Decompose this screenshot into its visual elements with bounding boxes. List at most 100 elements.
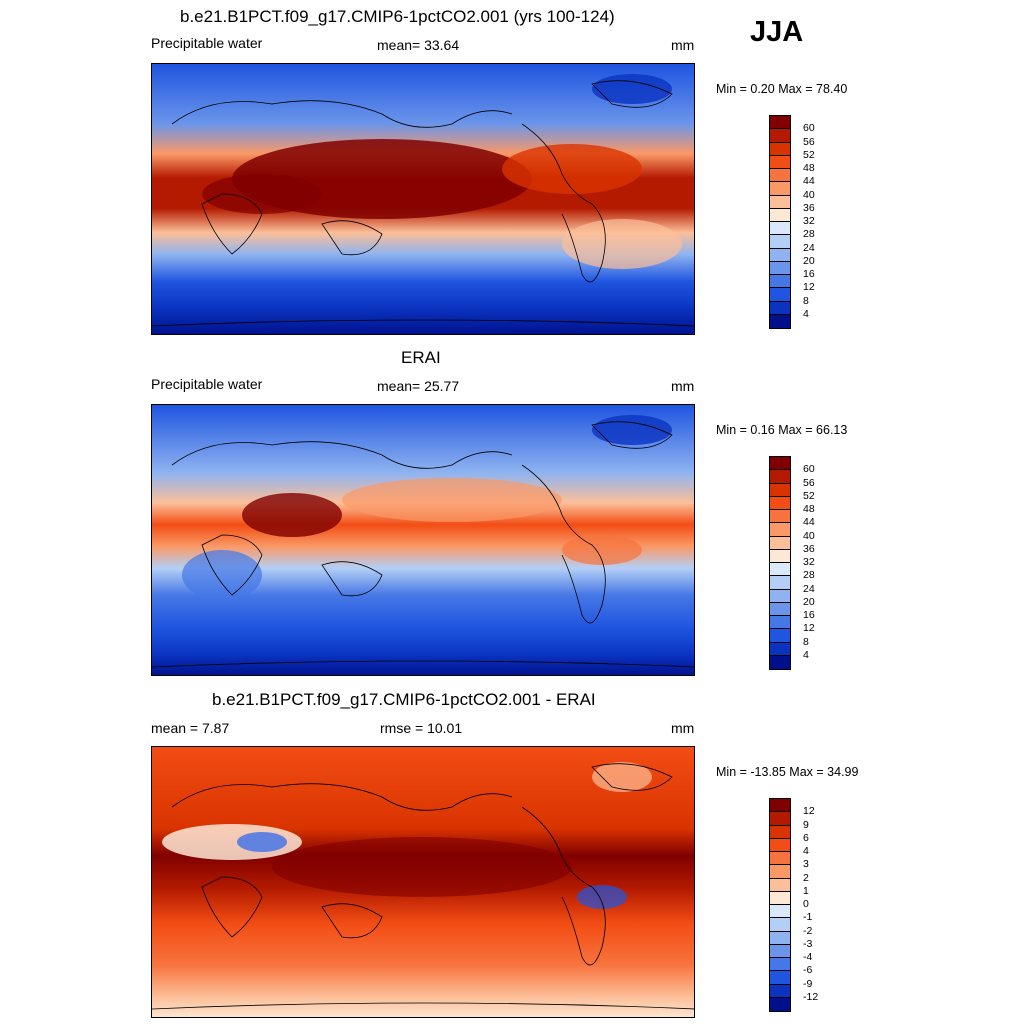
- panel-1-mean-label: mean= 33.64: [377, 37, 460, 53]
- panel-3-colorbar-swatch: [770, 878, 790, 892]
- colorbar-tick-label: 6: [803, 831, 809, 844]
- colorbar-tick-label: 44: [803, 175, 815, 188]
- panel-1-colorbar-swatch: [770, 129, 790, 143]
- panel-2-colorbar-swatch: [770, 655, 790, 669]
- panel-1-colorbar-swatch: [770, 222, 790, 236]
- panel-3-colorbar-swatch: [770, 931, 790, 945]
- panel-3-colorbar-swatch: [770, 958, 790, 972]
- panel-1-colorbar-swatch: [770, 235, 790, 249]
- colorbar-tick-label: 0: [803, 898, 809, 910]
- panel-1-colorbar-swatch: [770, 195, 790, 209]
- colorbar-tick-label: 4: [803, 845, 809, 857]
- colorbar-tick-label: -12: [803, 990, 819, 1003]
- colorbar-tick-label: 40: [803, 188, 815, 201]
- panel-3-colorbar-swatch: [770, 799, 790, 813]
- panel-3-mean-label: mean = 7.87: [151, 720, 230, 736]
- panel-2-colorbar-swatch: [770, 483, 790, 497]
- panel-3-colorbar-swatch: [770, 944, 790, 958]
- panel-1-minmax: Min = 0.20 Max = 78.40: [716, 82, 848, 96]
- panel-2-colorbar-swatch: [770, 616, 790, 630]
- colorbar-tick-label: 32: [803, 215, 815, 227]
- colorbar-tick-label: -1: [803, 911, 813, 924]
- panel-2-map: [151, 404, 695, 676]
- colorbar-tick-label: 48: [803, 162, 815, 174]
- colorbar-tick-label: 56: [803, 135, 815, 148]
- panel-1-colorbar-swatch: [770, 208, 790, 222]
- panel-2-colorbar-swatch: [770, 549, 790, 563]
- colorbar-tick-label: 60: [803, 463, 815, 476]
- panel-3-colorbar-swatch: [770, 918, 790, 932]
- panel-2-colorbar-swatch: [770, 523, 790, 537]
- colorbar-tick-label: -4: [803, 951, 813, 963]
- colorbar-tick-label: 20: [803, 595, 815, 608]
- panel-1-colorbar-swatch: [770, 275, 790, 289]
- colorbar-tick-label: 20: [803, 254, 815, 267]
- colorbar-tick-label: 12: [803, 281, 815, 294]
- panel-3-colorbar-swatch: [770, 971, 790, 985]
- colorbar-tick-label: 24: [803, 582, 815, 595]
- colorbar-tick-label: 2: [803, 871, 809, 884]
- panel-3-colorbar-swatch: [770, 825, 790, 839]
- panel-2-units: mm: [671, 378, 695, 394]
- panel-2-colorbar-swatch: [770, 536, 790, 550]
- colorbar-tick-label: 36: [803, 201, 815, 214]
- panel-1-colorbar-swatch: [770, 314, 790, 328]
- panel-3-colorbar-swatch: [770, 984, 790, 998]
- panel-1-colorbar-swatch: [770, 301, 790, 315]
- panel-3-colorbar-swatch: [770, 905, 790, 919]
- panel-3-colorbar-swatch: [770, 997, 790, 1011]
- panel-1-title: b.e21.B1PCT.f09_g17.CMIP6-1pctCO2.001 (y…: [180, 7, 615, 26]
- colorbar-tick-label: 52: [803, 489, 815, 502]
- panel-2-minmax: Min = 0.16 Max = 66.13: [716, 423, 848, 437]
- panel-2-colorbar-swatch: [770, 642, 790, 656]
- colorbar-tick-label: 28: [803, 569, 815, 582]
- colorbar-tick-label: 48: [803, 503, 815, 515]
- panel-1-colorbar-swatch: [770, 248, 790, 262]
- panel-2-mean-label: mean= 25.77: [377, 378, 460, 394]
- colorbar-tick-label: 8: [803, 294, 809, 307]
- panel-1-colorbar-swatch: [770, 142, 790, 156]
- panel-1-map: [151, 63, 695, 335]
- colorbar-tick-label: 1: [803, 884, 809, 897]
- panel-2-colorbar-swatch: [770, 563, 790, 577]
- panel-1-variable-label: Precipitable water: [151, 35, 263, 51]
- panel-3-minmax: Min = -13.85 Max = 34.99: [716, 765, 859, 779]
- panel-1-colorbar-swatch: [770, 288, 790, 302]
- season-label: JJA: [750, 16, 804, 48]
- colorbar-tick-label: 4: [803, 648, 809, 661]
- panel-1-colorbar-swatch: [770, 155, 790, 169]
- panel-3-map: [151, 746, 695, 1018]
- panel-3-title: b.e21.B1PCT.f09_g17.CMIP6-1pctCO2.001 - …: [212, 690, 596, 709]
- colorbar-tick-label: 28: [803, 228, 815, 241]
- panel-2-colorbar-swatch: [770, 470, 790, 484]
- panel-1-colorbar-swatch: [770, 182, 790, 196]
- colorbar-tick-label: 16: [803, 268, 815, 280]
- panel-3-colorbar-swatch: [770, 852, 790, 866]
- colorbar-tick-label: -2: [803, 924, 813, 937]
- panel-3-colorbar-swatch: [770, 891, 790, 905]
- panel-3-rmse-label: rmse = 10.01: [380, 720, 463, 736]
- colorbar-tick-label: 36: [803, 542, 815, 555]
- panel-2-colorbar-swatch: [770, 457, 790, 471]
- panel-3-colorbar: [769, 798, 791, 1012]
- panel-1-colorbar-swatch: [770, 261, 790, 275]
- panel-3-colorbar-swatch: [770, 838, 790, 852]
- colorbar-tick-label: 3: [803, 858, 809, 871]
- colorbar-tick-label: 16: [803, 609, 815, 621]
- panel-2-colorbar-swatch: [770, 589, 790, 603]
- panel-2-colorbar-swatch: [770, 629, 790, 643]
- panel-1-colorbar-swatch: [770, 169, 790, 183]
- panel-2-title: ERAI: [401, 348, 441, 367]
- colorbar-tick-label: 12: [803, 622, 815, 635]
- colorbar-tick-label: 24: [803, 241, 815, 254]
- panel-2-colorbar-swatch: [770, 496, 790, 510]
- panel-1-colorbar-swatch: [770, 116, 790, 130]
- colorbar-tick-label: 4: [803, 307, 809, 320]
- panel-1-colorbar: [769, 115, 791, 329]
- panel-3-units: mm: [671, 720, 695, 736]
- colorbar-tick-label: 56: [803, 476, 815, 489]
- colorbar-tick-label: 52: [803, 148, 815, 161]
- colorbar-tick-label: 60: [803, 122, 815, 135]
- colorbar-tick-label: -6: [803, 964, 813, 977]
- colorbar-tick-label: 12: [803, 805, 815, 818]
